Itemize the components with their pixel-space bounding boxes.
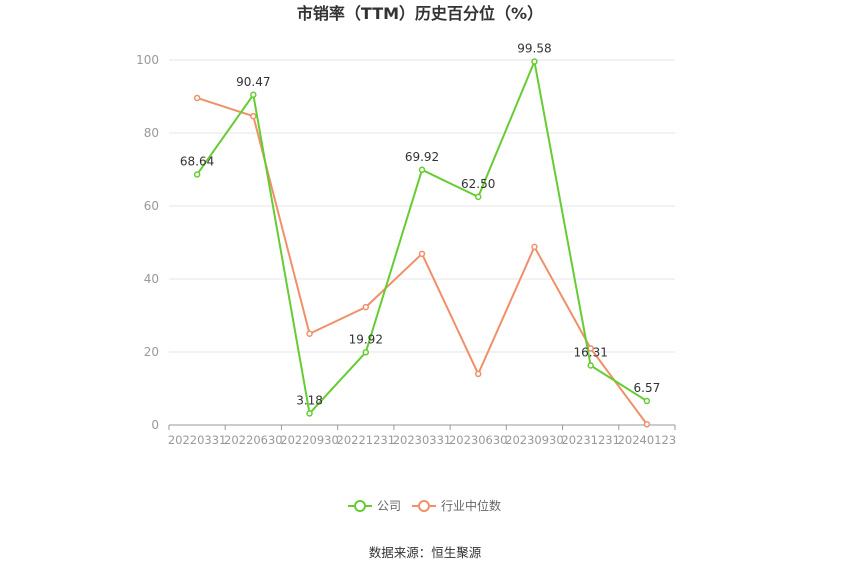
y-tick-label: 100 [136,53,159,67]
x-tick-label: 20231231 [561,433,620,447]
data-point [193,171,201,178]
source-note: 数据来源：恒生聚源 [369,545,482,560]
legend-item-0[interactable]: 公司 [348,499,401,513]
data-point [250,112,257,120]
x-tick-label: 20230630 [449,433,508,447]
x-tick-label: 20230930 [505,433,564,447]
legend-swatch-marker [418,500,430,512]
x-tick-label: 20240123 [618,433,677,447]
data-point [193,94,201,102]
data-label: 3.18 [296,393,323,407]
legend-label: 公司 [377,499,401,513]
grid-layer [169,59,675,353]
legend[interactable]: 公司 行业中位数 [348,498,501,513]
legend-item-1[interactable]: 行业中位数 [412,498,501,513]
data-point [643,421,651,428]
y-tick-label: 60 [144,199,159,213]
data-label: 19.92 [349,332,383,346]
data-point [531,58,538,65]
x-tick-label: 20220930 [280,433,339,447]
y-tick-label: 40 [144,272,159,286]
x-tick-label: 20221231 [337,433,396,447]
legend-swatch-marker [354,500,366,512]
data-label: 16.31 [573,345,607,359]
data-point [531,243,538,251]
data-point [306,330,313,337]
data-point [418,250,426,258]
x-tick-label: 20230331 [393,433,452,447]
data-label: 6.57 [634,381,661,395]
data-label: 90.47 [236,75,270,89]
data-point [306,410,313,417]
data-label: 68.64 [180,154,214,168]
legend-label: 行业中位数 [441,498,501,513]
series-line-1 [196,97,648,425]
data-point [250,91,257,99]
series-line-0 [196,60,648,415]
data-label: 99.58 [517,42,551,56]
data-point [418,166,426,174]
y-tick-label: 80 [144,126,159,140]
data-point [362,303,370,311]
data-label: 62.50 [461,177,495,191]
data-label-layer: 68.64 90.47 3.18 19.92 69.92 62.50 99.58 16.31 6… [180,42,660,408]
data-point [643,397,651,405]
series-layer [193,58,651,428]
data-point [362,349,370,356]
x-tick-label: 20220331 [168,433,227,447]
data-point [587,362,594,369]
chart-title: 市销率（TTM）历史百分位（%） [297,4,543,23]
y-tick-label: 20 [144,345,159,359]
x-tick-label: 20220630 [224,433,283,447]
data-label: 69.92 [405,150,439,164]
axis-layer: 0 20 40 60 80 100 2022033120220630202209302022… [136,53,676,447]
data-point [474,193,482,201]
y-tick-label: 0 [151,418,159,432]
data-point [474,370,482,378]
